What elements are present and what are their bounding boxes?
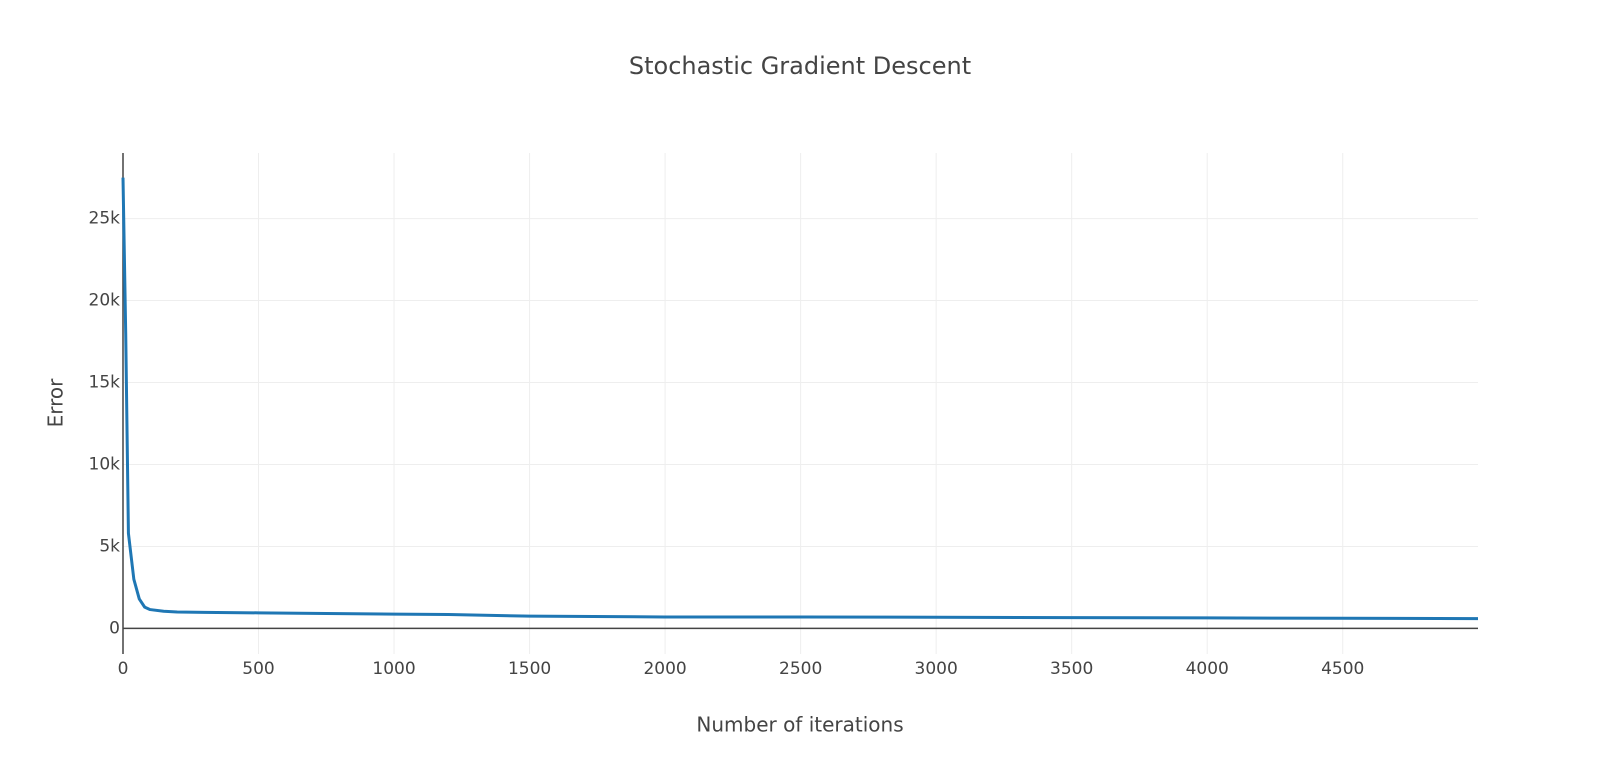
chart-title: Stochastic Gradient Descent — [629, 52, 971, 80]
y-tick-label: 20k — [89, 291, 121, 311]
x-tick-label: 2000 — [643, 659, 686, 679]
y-tick-label: 0 — [109, 618, 120, 638]
y-tick-label: 15k — [89, 373, 121, 393]
x-tick-label: 2500 — [779, 659, 822, 679]
x-axis-title: Number of iterations — [696, 713, 903, 737]
x-tick-label: 1500 — [508, 659, 551, 679]
x-tick-label: 500 — [242, 659, 274, 679]
x-tick-label: 3000 — [915, 659, 958, 679]
y-tick-label: 5k — [99, 536, 120, 556]
x-tick-label: 4500 — [1321, 659, 1364, 679]
y-tick-label: 25k — [89, 209, 121, 229]
x-tick-label: 1000 — [372, 659, 415, 679]
data-line — [121, 177, 1479, 621]
x-tick-label: 3500 — [1050, 659, 1093, 679]
x-tick-label: 0 — [118, 659, 129, 679]
y-tick-label: 10k — [89, 454, 121, 474]
y-axis-title: Error — [44, 378, 68, 428]
x-tick-label: 4000 — [1186, 659, 1229, 679]
